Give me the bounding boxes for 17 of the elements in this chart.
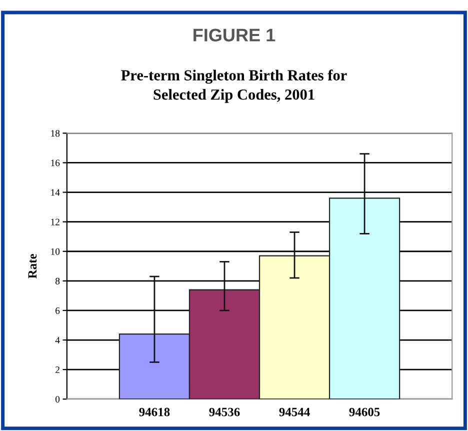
y-tick-label: 12: [51, 218, 60, 226]
y-tick-label: 0: [55, 396, 60, 403]
y-tick-label: 6: [56, 307, 60, 314]
y-tick-label: 10: [51, 248, 60, 255]
x-tick-label: 94618: [139, 408, 170, 416]
x-tick-label: 94605: [349, 408, 380, 416]
y-tick-label: 2: [56, 366, 60, 373]
x-tick-label: 94536: [209, 408, 240, 416]
y-tick-label: 14: [51, 189, 60, 196]
y-tick-label: 8: [55, 278, 60, 284]
chart-subtitle: Pre-term Singleton Birth Rates for Selected Zip Codes, 2001: [121, 70, 347, 103]
y-tick-label: 4: [55, 336, 60, 344]
y-tick-label: 16: [51, 160, 60, 166]
y-tick-label: 18: [51, 130, 60, 137]
y-axis-title: Rate: [28, 254, 37, 278]
chart-title: FIGURE 1: [194, 28, 276, 42]
x-tick-label: 94544: [279, 408, 310, 416]
